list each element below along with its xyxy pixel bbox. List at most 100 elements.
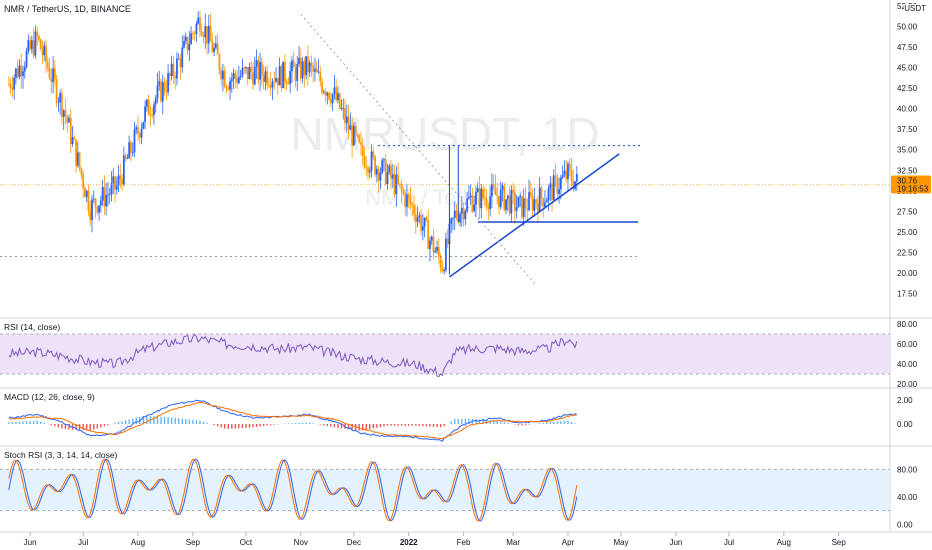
- candle-body: [559, 177, 562, 190]
- candle-body: [310, 62, 313, 67]
- candle-body: [358, 135, 361, 143]
- candle-body: [386, 172, 389, 185]
- candle-body: [38, 36, 40, 40]
- candle-body: [112, 176, 115, 184]
- stoch-tick-label: 0.00: [897, 521, 913, 530]
- time-tick-label: Apr: [562, 538, 575, 547]
- candle-body: [436, 247, 438, 251]
- price-tick-label: 50.00: [897, 23, 918, 32]
- candle-body: [356, 134, 359, 136]
- candle-body: [216, 43, 219, 55]
- candle-body: [15, 68, 17, 78]
- candle-body: [406, 194, 408, 207]
- candle-body: [211, 41, 214, 53]
- candle-body: [66, 116, 69, 123]
- candle-body: [128, 142, 131, 159]
- candle-body: [188, 43, 191, 51]
- candle-body: [375, 168, 378, 175]
- candle-body: [331, 94, 334, 104]
- candle-body: [75, 139, 77, 166]
- candle-body: [114, 176, 116, 190]
- candle-body: [494, 187, 497, 195]
- candle-body: [393, 174, 396, 195]
- candle-body: [190, 33, 192, 44]
- symbol-header: NMR / TetherUS, 1D, BINANCE: [4, 4, 131, 14]
- candle-body: [301, 61, 304, 79]
- candle-body: [64, 110, 67, 117]
- candle-body: [349, 125, 352, 130]
- candle-body: [526, 208, 529, 211]
- candle-body: [317, 71, 320, 73]
- candle-body: [464, 211, 467, 220]
- candle-body: [62, 110, 65, 117]
- candle-body: [444, 238, 447, 271]
- candle-body: [204, 26, 207, 38]
- candle-body: [126, 158, 129, 160]
- time-tick-label: Jul: [724, 538, 734, 547]
- candle-body: [250, 66, 253, 73]
- candle-body: [78, 152, 81, 168]
- candle-body: [473, 204, 476, 212]
- time-tick-label: Sep: [832, 538, 847, 547]
- candle-body: [41, 49, 44, 56]
- rsi-tick-label: 20.00: [897, 380, 918, 389]
- candle-body: [556, 177, 559, 195]
- candle-body: [22, 71, 24, 77]
- candle-body: [416, 217, 419, 222]
- candle-body: [241, 67, 244, 76]
- price-tick-label: 42.50: [897, 84, 918, 93]
- candle-body: [294, 67, 297, 81]
- candle-body: [101, 186, 104, 201]
- candle-body: [105, 194, 108, 207]
- candle-body: [340, 108, 343, 109]
- candle-body: [36, 31, 39, 37]
- candle-body: [478, 187, 481, 209]
- candle-body: [246, 67, 249, 80]
- candle-body: [407, 194, 410, 198]
- candle-body: [505, 199, 507, 210]
- candle-body: [170, 63, 173, 77]
- candle-body: [154, 98, 157, 105]
- candle-body: [344, 107, 346, 124]
- candle-body: [292, 60, 295, 68]
- candle-body: [117, 175, 120, 186]
- last-price-text: 30.76: [897, 177, 918, 186]
- candle-body: [142, 121, 145, 129]
- candle-body: [264, 71, 267, 83]
- candle-body: [308, 62, 311, 73]
- candle-body: [315, 68, 318, 73]
- candle-body: [59, 93, 62, 103]
- candle-body: [423, 217, 426, 227]
- candle-body: [18, 65, 21, 77]
- candle-body: [475, 191, 477, 205]
- candle-body: [273, 81, 276, 83]
- candle-body: [443, 270, 446, 272]
- candle-body: [191, 33, 194, 35]
- candle-body: [183, 41, 185, 48]
- candle-body: [314, 68, 316, 72]
- candle-body: [193, 33, 196, 35]
- candle-body: [528, 192, 530, 211]
- candle-body: [71, 137, 74, 145]
- candle-body: [138, 133, 141, 138]
- candle-body: [115, 185, 118, 190]
- macd-tick-label: 0.00: [897, 420, 913, 429]
- candle-body: [499, 189, 502, 208]
- time-tick-label: Aug: [777, 538, 791, 547]
- candle-body: [158, 81, 161, 86]
- macd-title: MACD (12, 26, close, 9): [4, 392, 95, 402]
- candle-body: [430, 236, 433, 241]
- candle-body: [276, 77, 279, 86]
- candle-body: [275, 77, 277, 82]
- candle-body: [370, 151, 373, 171]
- candle-body: [255, 60, 258, 67]
- candle-body: [245, 67, 247, 69]
- candle-body: [174, 76, 177, 79]
- candle-body: [186, 36, 189, 51]
- rsi-tick-label: 80.00: [897, 320, 918, 329]
- candle-body: [144, 106, 146, 122]
- candle-body: [52, 68, 54, 83]
